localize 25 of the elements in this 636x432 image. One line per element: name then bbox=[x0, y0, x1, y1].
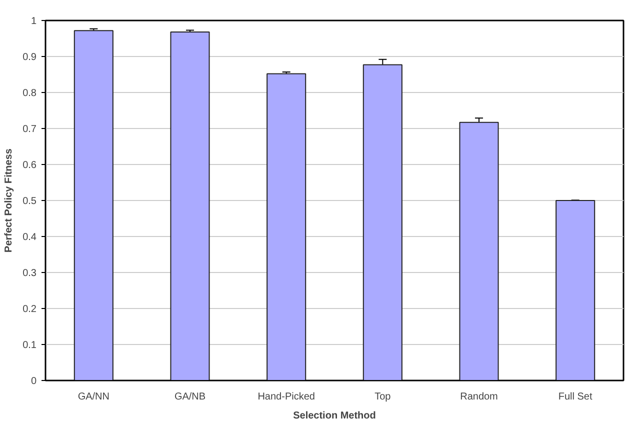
y-tick-label: 0.9 bbox=[22, 52, 37, 63]
x-tick-label: Hand-Picked bbox=[258, 392, 315, 402]
y-tick-label: 0.4 bbox=[22, 232, 37, 243]
x-tick-label: GA/NB bbox=[174, 392, 206, 402]
y-tick-label: 0.7 bbox=[22, 124, 37, 135]
y-tick-label: 0.3 bbox=[22, 268, 37, 279]
x-tick-label: Full Set bbox=[558, 392, 593, 402]
y-tick-label: 0.5 bbox=[22, 196, 37, 207]
x-tick-label: GA/NN bbox=[78, 392, 110, 402]
bar bbox=[362, 64, 402, 380]
y-tick-label: 0.6 bbox=[22, 160, 37, 171]
y-axis-title: Perfect Policy Fitness bbox=[4, 148, 15, 252]
bar bbox=[556, 200, 596, 380]
bar bbox=[74, 30, 114, 380]
x-tick-label: Random bbox=[460, 392, 498, 402]
x-axis-title: Selection Method bbox=[293, 410, 376, 422]
y-tick-label: 1 bbox=[30, 16, 37, 27]
bar bbox=[459, 122, 499, 380]
bar bbox=[170, 32, 210, 380]
y-tick-label: 0 bbox=[30, 376, 37, 387]
y-tick-label: 0.2 bbox=[22, 304, 37, 315]
y-tick-label: 0.8 bbox=[22, 88, 37, 99]
y-tick-label: 0.1 bbox=[22, 340, 37, 351]
bar bbox=[266, 73, 306, 380]
x-tick-label: Top bbox=[374, 392, 392, 402]
